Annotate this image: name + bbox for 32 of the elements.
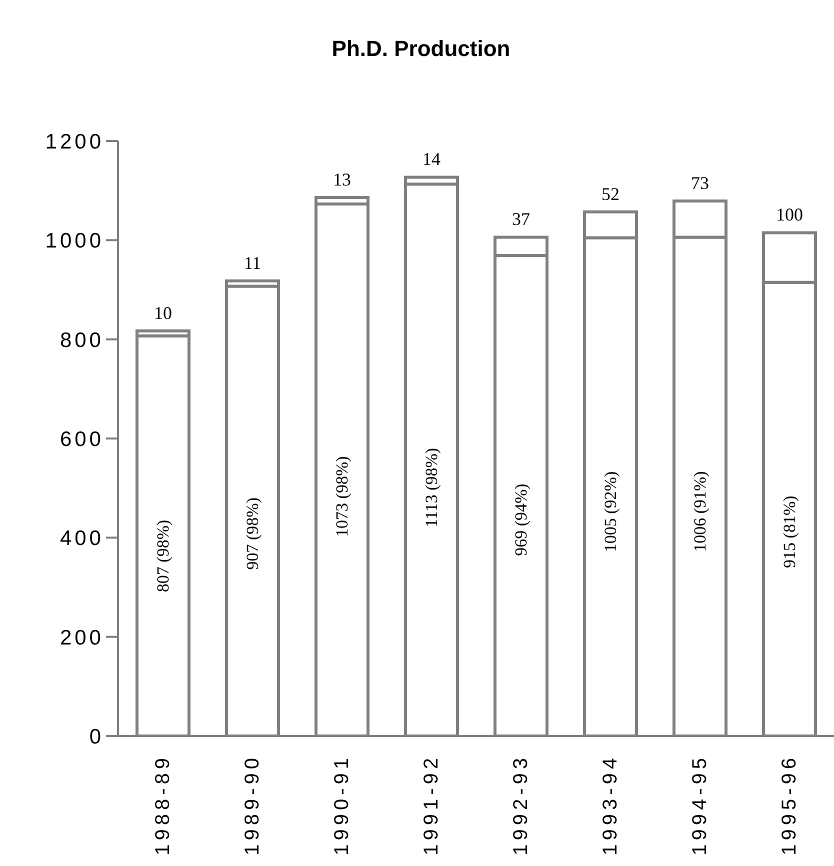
data-label: 1005 (92%) <box>601 471 620 552</box>
data-label: 10 <box>154 302 172 323</box>
data-label: 52 <box>602 184 620 204</box>
y-tick-label: 1200 <box>45 130 104 154</box>
y-tick-label: 1000 <box>45 230 104 253</box>
y-tick-label: 0 <box>89 725 104 748</box>
data-label: 969 (94%) <box>512 484 530 556</box>
y-tick-label: 200 <box>60 626 104 650</box>
data-label: 907 (98%) <box>243 498 262 570</box>
data-label: 13 <box>333 170 351 190</box>
data-label: 807 (98%) <box>154 520 172 592</box>
x-tick-label: 1989-90 <box>241 754 264 856</box>
data-label: 100 <box>776 204 803 225</box>
x-tick-label: 1988-89 <box>152 754 174 856</box>
x-tick-label: 1995-96 <box>778 754 800 856</box>
chart-title: Ph.D. Production <box>330 35 512 63</box>
data-label: 14 <box>422 149 440 170</box>
x-tick-label: 1990-91 <box>330 754 353 856</box>
x-tick-label: 1991-92 <box>420 754 442 856</box>
y-tick-label: 400 <box>60 527 104 550</box>
data-label: 37 <box>512 209 530 230</box>
data-label: 915 (81%) <box>780 496 799 568</box>
x-tick-label: 1994-95 <box>688 754 711 856</box>
y-tick-label: 800 <box>60 328 104 352</box>
data-label: 1006 (91%) <box>690 471 710 552</box>
data-label: 1113 (98%) <box>422 448 441 528</box>
y-tick-label: 600 <box>60 428 104 451</box>
x-tick-label: 1992-93 <box>510 754 532 856</box>
x-tick-label: 1993-94 <box>599 754 622 856</box>
data-label: 1073 (98%) <box>332 456 352 537</box>
data-label: 73 <box>691 172 709 193</box>
data-label: 11 <box>244 252 262 273</box>
